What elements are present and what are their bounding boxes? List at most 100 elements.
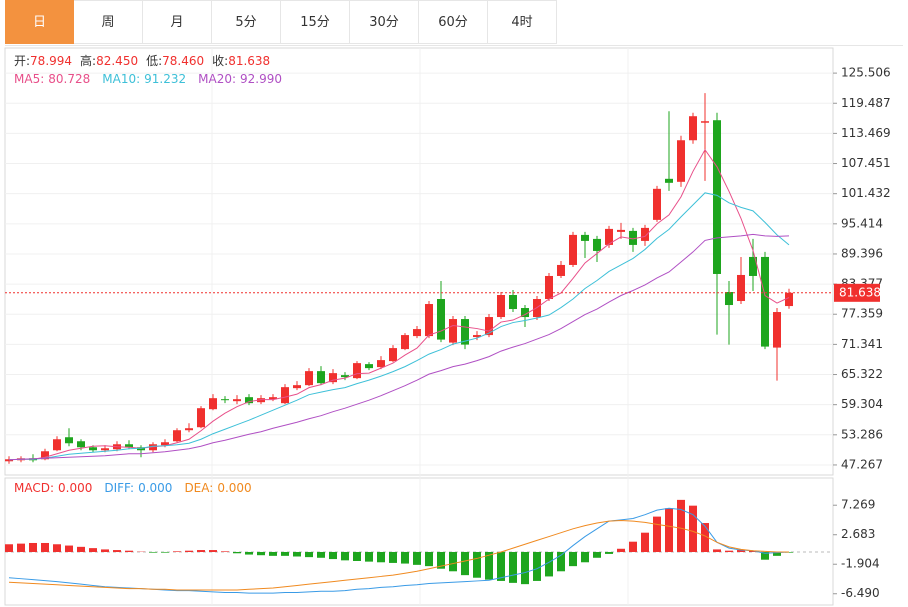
- macd-bar: [713, 549, 721, 552]
- candle-body: [617, 229, 625, 232]
- macd-bar: [185, 550, 193, 552]
- macd-bar: [257, 551, 265, 556]
- y-tick-label: 7.269: [841, 498, 875, 512]
- info-value: 78.460: [162, 54, 204, 68]
- macd-bar: [761, 551, 769, 560]
- macd-bar: [269, 551, 277, 556]
- macd-bar: [221, 551, 229, 552]
- macd-bar: [41, 542, 49, 552]
- y-tick-label: 59.304: [841, 397, 883, 411]
- y-tick-label: -1.904: [841, 557, 880, 571]
- macd-bar: [353, 551, 361, 561]
- candle-body: [665, 178, 673, 183]
- macd-bar: [389, 551, 397, 563]
- macd-bar: [773, 551, 781, 556]
- candle-body: [185, 428, 193, 431]
- ma-value: 92.990: [240, 72, 282, 86]
- macd-value: 0.000: [58, 481, 92, 495]
- candle-body: [461, 319, 469, 345]
- candle-body: [701, 121, 709, 123]
- candle-body: [233, 399, 241, 402]
- macd-name: DEA:: [184, 481, 213, 495]
- period-tab[interactable]: 5分: [212, 0, 281, 44]
- ma-legend: MA5: 80.728 MA10: 91.232 MA20: 92.990: [14, 72, 282, 86]
- macd-bar: [233, 551, 241, 554]
- candle-body: [197, 408, 205, 428]
- candle-body: [713, 120, 721, 274]
- macd-bar: [281, 551, 289, 556]
- macd-bar: [305, 551, 313, 558]
- info-value: 78.994: [30, 54, 72, 68]
- macd-bar: [209, 550, 217, 552]
- macd-bar: [125, 550, 133, 552]
- ma-name: MA10:: [102, 72, 140, 86]
- candle-body: [41, 451, 49, 460]
- period-tab[interactable]: 15分: [281, 0, 350, 44]
- macd-bar: [473, 551, 481, 578]
- period-tab[interactable]: 周: [74, 0, 143, 44]
- period-tab[interactable]: 日: [5, 0, 74, 44]
- macd-bar: [425, 551, 433, 567]
- ma-line: [8, 192, 790, 461]
- macd-bar: [689, 505, 697, 552]
- macd-bar: [89, 548, 97, 552]
- macd-bar: [749, 550, 757, 552]
- candle-body: [341, 375, 349, 378]
- ma-name: MA5:: [14, 72, 44, 86]
- candle-body: [161, 442, 169, 446]
- macd-bar: [413, 551, 421, 565]
- candle-body: [353, 363, 361, 379]
- ma-name: MA20:: [198, 72, 236, 86]
- period-tab[interactable]: 月: [143, 0, 212, 44]
- macd-line: [8, 519, 789, 591]
- macd-bar: [665, 508, 673, 552]
- macd-bar: [161, 551, 169, 553]
- info-name: 收:: [212, 54, 228, 68]
- macd-bar: [377, 551, 385, 563]
- period-tab[interactable]: 30分: [350, 0, 419, 44]
- y-tick-label: 125.506: [841, 66, 891, 80]
- candle-body: [521, 308, 529, 318]
- y-tick-label: 89.396: [841, 246, 883, 260]
- candle-body: [449, 319, 457, 343]
- macd-bar: [617, 548, 625, 552]
- period-tab[interactable]: 4时: [488, 0, 557, 44]
- macd-name: DIFF:: [104, 481, 134, 495]
- macd-legend: MACD: 0.000 DIFF: 0.000 DEA: 0.000: [14, 481, 252, 495]
- candle-body: [209, 398, 217, 410]
- candle-body: [593, 238, 601, 251]
- candle-body: [425, 304, 433, 337]
- candle-body: [365, 364, 373, 369]
- macd-bar: [533, 551, 541, 581]
- macd-bar: [329, 551, 337, 560]
- candle-body: [293, 385, 301, 389]
- y-tick-label: 47.267: [841, 457, 883, 471]
- ohlc-info: 开:78.994 高:82.450 低:78.460 收:81.638: [14, 53, 270, 68]
- macd-bar: [17, 543, 25, 552]
- macd-bar: [725, 550, 733, 552]
- macd-frame: [4, 477, 834, 606]
- candle-body: [389, 348, 397, 362]
- candle-body: [485, 317, 493, 336]
- y-tick-label: 65.322: [841, 367, 883, 381]
- macd-bar: [245, 551, 253, 555]
- y-tick-label: 101.432: [841, 186, 891, 200]
- candle-body: [269, 397, 277, 400]
- macd-bar: [629, 541, 637, 552]
- macd-bar: [5, 544, 13, 552]
- macd-bar: [545, 551, 553, 577]
- candle-body: [5, 459, 13, 462]
- y-tick-label: 119.487: [841, 96, 891, 110]
- candle-body: [77, 441, 85, 448]
- candle-body: [557, 264, 565, 276]
- y-tick-label: 95.414: [841, 216, 883, 230]
- macd-name: MACD:: [14, 481, 54, 495]
- macd-value: 0.000: [217, 481, 251, 495]
- candle-body: [245, 397, 253, 404]
- period-tab[interactable]: 60分: [419, 0, 488, 44]
- macd-bar: [401, 551, 409, 564]
- macd-bar: [365, 551, 373, 562]
- info-value: 81.638: [228, 54, 270, 68]
